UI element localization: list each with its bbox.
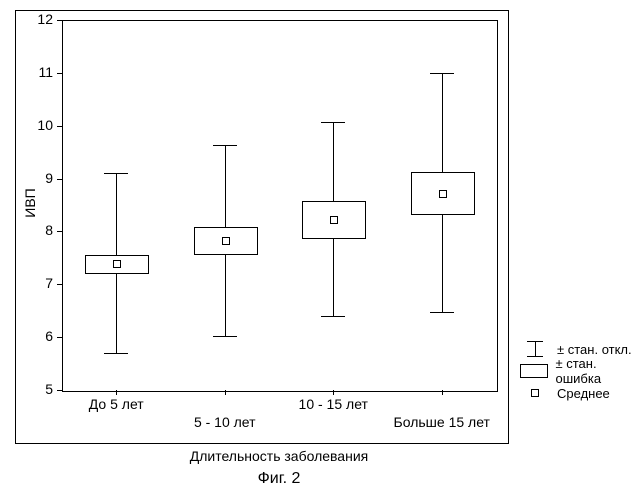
y-tick [57,73,62,74]
box-icon [517,364,552,378]
y-axis-label: ИВП [22,173,38,233]
x-tick-label: Больше 15 лет [382,414,502,430]
x-tick [442,390,443,395]
whisker-cap-top [104,173,128,174]
legend-row-se: ± стан. ошибка [517,362,642,380]
y-tick-label: 5 [27,381,53,397]
whisker-cap-top [430,73,454,74]
y-tick [57,179,62,180]
legend: ± стан. откл.± стан. ошибкаСреднее [517,340,642,406]
y-tick [57,337,62,338]
whisker-cap-bottom [213,336,237,337]
x-tick [116,390,117,395]
mean-marker [222,237,230,245]
y-tick [57,126,62,127]
y-tick-label: 10 [27,117,53,133]
legend-label-se: ± стан. ошибка [556,356,642,386]
mean-marker [439,190,447,198]
figure-caption: Фиг. 2 [62,470,496,488]
legend-label-mean: Среднее [557,386,610,401]
x-tick-label: 5 - 10 лет [165,414,285,430]
whisker-cap-bottom [321,316,345,317]
mean-marker [113,260,121,268]
x-tick-label: 10 - 15 лет [273,396,393,412]
mean-marker [330,216,338,224]
y-tick [57,20,62,21]
y-tick [57,390,62,391]
chart-container: 56789101112ИВПДо 5 лет5 - 10 лет10 - 15 … [0,0,642,500]
whisker-cap-top [213,145,237,146]
x-axis-label: Длительность заболевания [62,448,496,464]
y-tick-label: 11 [27,64,53,80]
whisker-icon [517,341,553,357]
x-tick-label: До 5 лет [56,396,176,412]
x-tick [333,390,334,395]
y-tick [57,231,62,232]
whisker-cap-bottom [104,353,128,354]
y-tick [57,284,62,285]
legend-row-mean: Среднее [517,384,642,402]
legend-label-sd: ± стан. откл. [557,342,632,357]
x-tick [225,390,226,395]
square-icon [517,389,553,397]
y-tick-label: 7 [27,275,53,291]
whisker-cap-top [321,122,345,123]
whisker-cap-bottom [430,312,454,313]
y-tick-label: 12 [27,11,53,27]
y-tick-label: 6 [27,328,53,344]
